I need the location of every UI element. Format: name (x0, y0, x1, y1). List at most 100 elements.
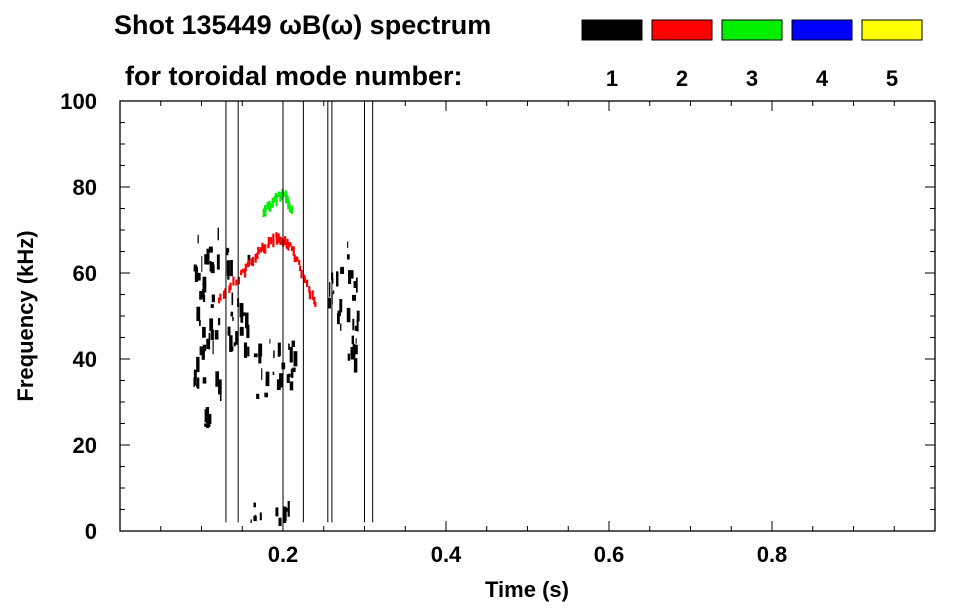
spectral-mark-mode-1 (286, 374, 290, 384)
legend-label-mode-5: 5 (886, 66, 898, 91)
legend-swatch-mode-5 (861, 19, 923, 41)
ridge-mark-mode-3 (283, 192, 286, 197)
ridge-mark-mode-3 (284, 190, 287, 196)
spectral-mark-mode-1 (250, 519, 252, 524)
spectral-mark-mode-1 (201, 288, 205, 297)
chart-title: Shot 135449 ωB(ω) spectrum (114, 10, 491, 40)
x-tick-label: 0.2 (268, 542, 299, 567)
spectral-mark-mode-1 (264, 392, 268, 398)
spectral-mark-mode-1 (209, 318, 214, 332)
y-axis-label: Frequency (kHz) (13, 230, 38, 401)
spectral-mark-mode-1 (340, 323, 342, 331)
ridge-mark-mode-3 (264, 204, 267, 214)
spectral-mark-mode-1 (210, 262, 214, 272)
spectral-mark-mode-1 (198, 319, 201, 326)
ridge-mark-mode-3 (288, 204, 291, 213)
spectral-mark-mode-1 (208, 421, 211, 427)
spectral-mark-mode-1 (230, 259, 233, 277)
spectral-mark-mode-1 (289, 346, 293, 363)
spectral-mark-mode-1 (227, 326, 231, 336)
x-axis-label: Time (s) (485, 577, 569, 602)
series-mode-2 (217, 232, 317, 307)
spectral-mark-mode-1 (246, 324, 250, 339)
ridge-mark-mode-2 (261, 242, 264, 252)
spectral-mark-mode-1 (212, 340, 214, 355)
spectral-mark-mode-1 (196, 356, 200, 373)
series-mode-1 (193, 227, 360, 527)
spectral-mark-mode-1 (327, 297, 332, 309)
spectral-mark-mode-1 (292, 367, 296, 373)
spectral-mark-mode-1 (233, 342, 236, 347)
ridge-mark-mode-2 (275, 232, 278, 238)
legend-label-mode-4: 4 (816, 66, 829, 91)
x-tick-label: 0.4 (431, 542, 462, 567)
x-tick-label: 0.6 (594, 542, 625, 567)
spectral-mark-mode-1 (340, 266, 345, 274)
spectral-mark-mode-1 (204, 254, 207, 265)
ridge-mark-mode-2 (275, 236, 279, 245)
spectral-mark-mode-1 (353, 280, 357, 288)
spectral-mark-mode-1 (245, 312, 249, 329)
ridge-mark-mode-2 (228, 285, 231, 293)
ridge-mark-mode-2 (294, 256, 297, 263)
ridge-mark-mode-2 (277, 233, 280, 243)
ridge-mark-mode-2 (257, 249, 260, 255)
spectral-mark-mode-1 (219, 393, 222, 401)
ridge-mark-mode-3 (273, 196, 276, 203)
ridge-mark-mode-2 (254, 253, 257, 263)
x-tick-label: 0.8 (757, 542, 788, 567)
ridge-mark-mode-2 (303, 276, 306, 284)
plot-marks (193, 101, 374, 527)
spectral-mark-mode-1 (337, 310, 341, 317)
spectral-mark-mode-1 (230, 311, 234, 317)
ridge-mark-mode-2 (283, 236, 287, 246)
spectral-mark-mode-1 (348, 270, 352, 284)
y-tick-label: 80 (73, 175, 97, 200)
spectral-mark-mode-1 (290, 368, 294, 378)
spectral-mark-mode-1 (199, 346, 203, 356)
spectral-mark-mode-1 (353, 358, 358, 373)
ridge-mark-mode-2 (244, 268, 247, 278)
ridge-mark-mode-3 (275, 194, 278, 203)
broadband-streaks (225, 101, 374, 523)
spectral-mark-mode-1 (339, 299, 343, 313)
spectral-mark-mode-1 (346, 307, 351, 323)
ridge-mark-mode-2 (291, 246, 294, 252)
spectral-mark-mode-1 (279, 373, 283, 388)
spectral-mark-mode-1 (202, 282, 207, 287)
spectral-mark-mode-1 (275, 507, 279, 517)
spectral-mark-mode-1 (227, 270, 230, 280)
spectral-mark-mode-1 (352, 343, 356, 359)
ridge-mark-mode-2 (313, 296, 316, 305)
ridge-mark-mode-3 (271, 198, 274, 208)
ridge-mark-mode-2 (237, 276, 241, 285)
y-tick-label: 0 (85, 519, 97, 544)
legend-swatch-mode-4 (791, 19, 853, 41)
ridge-mark-mode-3 (271, 197, 274, 203)
ridge-mark-mode-2 (306, 279, 309, 287)
ridge-mark-mode-3 (266, 202, 269, 210)
spectral-mark-mode-1 (232, 316, 234, 321)
ridge-mark-mode-2 (308, 290, 311, 300)
spectral-mark-mode-1 (293, 351, 298, 367)
spectral-mark-mode-1 (261, 368, 263, 380)
ridge-mark-mode-2 (219, 293, 222, 301)
spectral-mark-mode-1 (241, 312, 246, 316)
y-tick-label: 60 (73, 261, 97, 286)
spectral-mark-mode-1 (355, 277, 358, 293)
ridge-mark-mode-2 (287, 241, 290, 251)
spectral-mark-mode-1 (355, 338, 357, 344)
spectral-mark-mode-1 (346, 254, 350, 260)
spectral-mark-mode-1 (201, 349, 205, 360)
spectral-mark-mode-1 (205, 407, 210, 424)
spectral-mark-mode-1 (239, 326, 244, 336)
spectral-mark-mode-1 (218, 379, 222, 395)
spectral-mark-mode-1 (351, 335, 354, 345)
spectral-mark-mode-1 (253, 502, 256, 508)
ridge-mark-mode-2 (247, 259, 251, 267)
ridge-mark-mode-2 (235, 279, 238, 286)
legend-caption: for toroidal mode number: (125, 61, 463, 91)
ridge-mark-mode-2 (300, 269, 303, 279)
ridge-mark-mode-2 (251, 256, 255, 267)
